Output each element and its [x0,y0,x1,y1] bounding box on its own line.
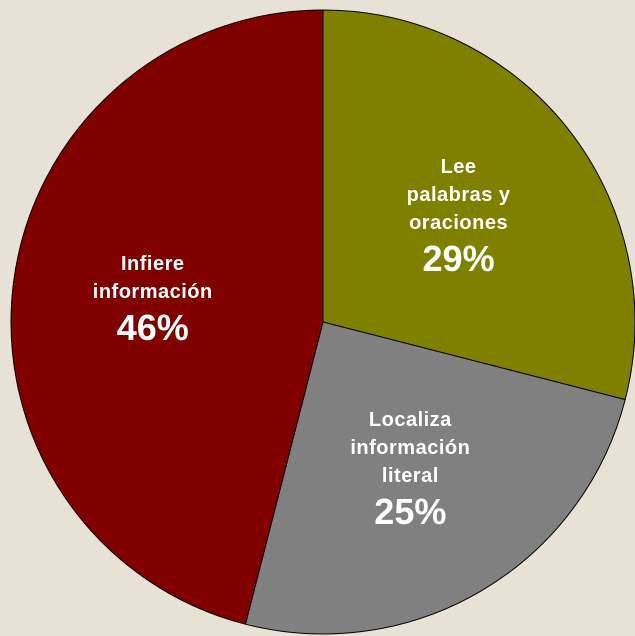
category-label: Lee palabras y oraciones [406,155,511,234]
pie-slice [244,321,626,635]
slice-label: Infiere información 46% [93,250,213,350]
value-label: 46% [116,307,189,349]
value-label: 25% [374,490,447,532]
slice-label: Lee palabras y oraciones 29% [407,153,511,281]
pie-slice [10,9,324,625]
slice-label: Localiza información literal 25% [350,406,470,534]
category-label: Localiza información literal [350,408,471,487]
category-label: Infiere información [92,253,213,304]
value-label: 29% [422,237,495,279]
